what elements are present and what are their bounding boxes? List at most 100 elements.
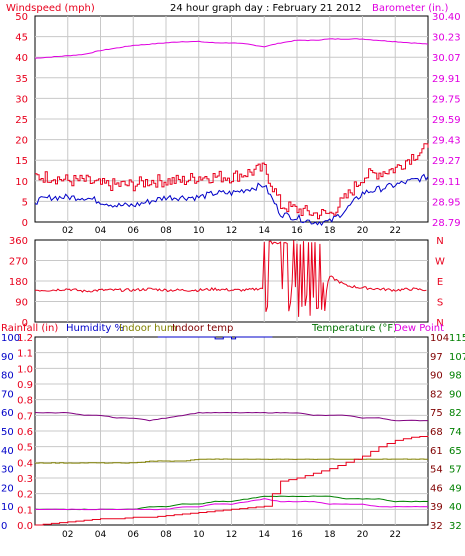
- x-tick-label: 18: [324, 226, 336, 236]
- temp-tick-label: 32: [430, 521, 443, 532]
- x-tick-label: 18: [324, 530, 336, 540]
- grid-layer: [35, 16, 428, 525]
- x-tick-label: 20: [357, 530, 369, 540]
- temp-tick-label-alt: 32: [449, 521, 462, 532]
- x-tick-label: 04: [95, 226, 107, 236]
- wind-line: [34, 173, 429, 227]
- x-tick-label: 06: [128, 530, 140, 540]
- humidity-tick-label: 80: [1, 371, 14, 382]
- rain-tick-label: 0.9: [17, 380, 33, 391]
- wind-direction-line: [34, 240, 427, 317]
- humidity-tick-label: 50: [1, 427, 14, 438]
- temp-tick-label-alt: 90: [449, 389, 462, 400]
- windspeed-axis-label: Windspeed (mph): [6, 3, 95, 14]
- dew-point-line: [34, 498, 429, 511]
- rainfall-line: [35, 435, 429, 526]
- windspeed-line: [35, 143, 429, 220]
- windspeed-tick-label: 5: [22, 197, 28, 208]
- humidity-tick-label: 100: [1, 333, 20, 344]
- temp-tick-label: 68: [430, 427, 443, 438]
- rain-tick-label: 0.4: [17, 458, 33, 469]
- temp-tick-label: 61: [430, 446, 443, 457]
- x-tick-label: 12: [226, 226, 237, 236]
- windspeed-tick-label: 50: [15, 12, 28, 23]
- barometer-line: [34, 38, 429, 59]
- rainfall-axis-label: Rainfall (in): [1, 323, 58, 334]
- temp-tick-label: 75: [430, 408, 443, 419]
- temp-tick-label-alt: 107: [449, 352, 465, 363]
- temp-tick-label-alt: 82: [449, 408, 462, 419]
- temp-tick-label: 90: [430, 371, 443, 382]
- rain-tick-label: 0.2: [17, 490, 33, 501]
- x-tick-label: 16: [291, 226, 303, 236]
- x-tick-label: 02: [62, 226, 73, 236]
- direction-tick-label: 180: [9, 277, 28, 288]
- humidity-tick-label: 90: [1, 352, 14, 363]
- barometer-tick-label: 28.95: [432, 197, 461, 208]
- rain-tick-label: 0.0: [17, 521, 33, 532]
- rain-tick-label: 0.5: [17, 443, 33, 454]
- windspeed-tick-label: 10: [15, 177, 28, 188]
- humidity-line: [157, 336, 273, 340]
- barometer-tick-label: 30.23: [432, 33, 461, 44]
- x-tick-label: 08: [160, 226, 172, 236]
- direction-tick-label: 360: [9, 236, 28, 247]
- rain-tick-label: 0.3: [17, 474, 33, 485]
- rain-tick-label: 1.1: [17, 349, 33, 360]
- windspeed-tick-label: 30: [15, 94, 28, 105]
- windspeed-tick-label: 25: [15, 115, 28, 126]
- temp-tick-label-alt: 57: [449, 465, 462, 476]
- windspeed-tick-label: 35: [15, 74, 28, 85]
- barometer-tick-label: 29.91: [432, 74, 461, 85]
- indoor-temp-label: Indoor temp: [172, 323, 233, 334]
- x-tick-label: 02: [62, 530, 73, 540]
- humidity-tick-label: 70: [1, 389, 14, 400]
- temp-tick-label: 82: [430, 389, 443, 400]
- barometer-tick-label: 29.43: [432, 136, 461, 147]
- humidity-tick-label: 10: [1, 502, 14, 513]
- direction-tick-label: 270: [9, 257, 28, 268]
- dew-point-label: Dew Point: [394, 323, 444, 334]
- temp-tick-label: 46: [430, 483, 443, 494]
- direction-tick-label: 90: [15, 298, 28, 309]
- rain-tick-label: 0.8: [17, 396, 33, 407]
- temp-tick-label-alt: 98: [449, 371, 462, 382]
- chart-title: 24 hour graph day : February 21 2012: [170, 3, 361, 14]
- humidity-axis-label: Humidity %: [66, 323, 124, 334]
- temperature-axis-label: Temperature (°F): [311, 323, 397, 334]
- humidity-tick-label: 40: [1, 446, 14, 457]
- x-tick-label: 08: [160, 530, 172, 540]
- barometer-tick-label: 30.40: [432, 12, 461, 23]
- x-tick-label: 14: [259, 226, 271, 236]
- humidity-tick-label: 0: [1, 521, 7, 532]
- x-tick-label: 10: [193, 530, 205, 540]
- rain-tick-label: 0.1: [17, 505, 33, 516]
- barometer-tick-label: 29.11: [432, 177, 461, 188]
- barometer-axis-label: Barometer (in.): [372, 3, 448, 14]
- rain-tick-label: 0.7: [17, 411, 33, 422]
- direction-compass-label: E: [437, 277, 443, 288]
- rain-tick-label: 1.0: [17, 364, 33, 375]
- windspeed-tick-label: 0: [22, 218, 28, 229]
- temp-tick-label-alt: 65: [449, 446, 462, 457]
- direction-compass-label: N: [436, 236, 443, 247]
- x-tick-label: 06: [128, 226, 140, 236]
- temp-tick-label-alt: 40: [449, 502, 462, 513]
- windspeed-tick-label: 15: [15, 156, 28, 167]
- ticks-layer: 02 04 06 08 10 12 14 16 18 20 22 02 04 06 08 10 12 14 16 18…: [1, 12, 465, 540]
- temp-tick-label-alt: 74: [449, 427, 462, 438]
- x-tick-label: 20: [357, 226, 369, 236]
- x-tick-label: 04: [95, 530, 107, 540]
- barometer-tick-label: 29.27: [432, 156, 461, 167]
- rain-tick-label: 1.2: [17, 333, 33, 344]
- barometer-tick-label: 29.75: [432, 94, 461, 105]
- humidity-tick-label: 30: [1, 465, 14, 476]
- barometer-tick-label: 29.59: [432, 115, 461, 126]
- x-tick-label: 14: [259, 530, 271, 540]
- barometer-tick-label: 28.79: [432, 218, 461, 229]
- direction-tick-label: 0: [22, 318, 28, 329]
- windspeed-tick-label: 20: [15, 136, 28, 147]
- indoor-hum-label: Indoor hum: [119, 323, 177, 334]
- x-tick-label: 12: [226, 530, 237, 540]
